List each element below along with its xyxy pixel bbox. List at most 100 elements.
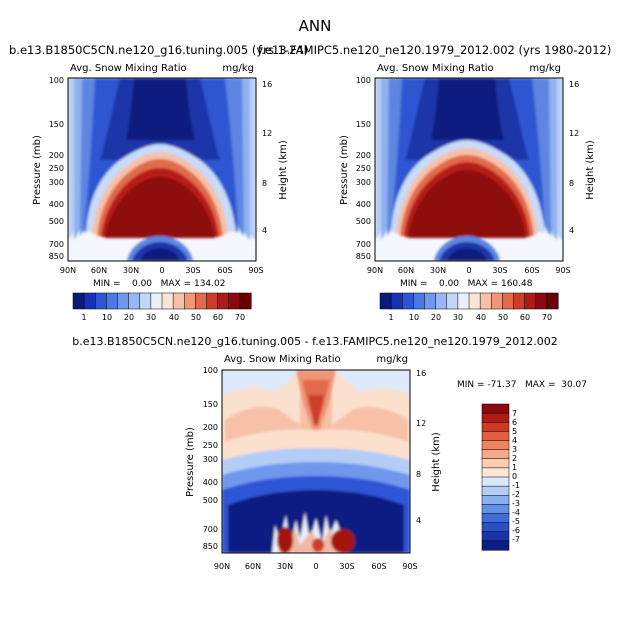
y-tick-label: 700	[49, 240, 64, 249]
colorbar-swatch	[481, 531, 510, 542]
colorbar-swatch	[228, 292, 241, 310]
colorbar-swatch	[481, 431, 510, 442]
panel-3: b.e13.B1850C5CN.ne120_g16.tuning.005 - f…	[72, 335, 587, 571]
colorbar-label: 4	[512, 436, 517, 445]
y-tick-label: 500	[356, 217, 371, 226]
colorbar-swatch	[172, 292, 185, 310]
x-tick-label: 60N	[91, 266, 107, 275]
panel-1-stats: MIN = 0.00 MAX = 134.02	[93, 279, 225, 289]
panel-3-y2-ticks: 16 12 8 4	[416, 369, 426, 525]
panel-1-y-ticks: 100 150 200 250 300 400 500 700 850	[49, 76, 64, 261]
colorbar-swatch	[524, 292, 537, 310]
panel-1-units: mg/kg	[222, 63, 254, 74]
colorbar-swatch	[435, 292, 448, 310]
panel-3-y2label: Height (km)	[431, 432, 442, 492]
x-tick-label: 30S	[492, 266, 507, 275]
y-tick-label: 500	[203, 496, 218, 505]
colorbar-swatch	[513, 292, 526, 310]
y-tick-label: 400	[203, 478, 218, 487]
panel-3-variable-label: Avg. Snow Mixing Ratio	[224, 354, 341, 365]
colorbar-swatch	[72, 292, 85, 310]
y2-tick-label: 16	[262, 80, 272, 89]
panel-1-y2label: Height (km)	[278, 140, 289, 200]
colorbar-label: 10	[102, 313, 112, 322]
colorbar-swatch	[83, 292, 96, 310]
colorbar-swatch	[481, 422, 510, 432]
colorbar-swatch	[481, 467, 510, 478]
colorbar-label: 20	[431, 313, 441, 322]
y-tick-label: 300	[49, 178, 64, 187]
colorbar-label: 1	[81, 313, 86, 322]
colorbar-swatch	[481, 440, 510, 451]
colorbar-label: 0	[512, 472, 517, 481]
colorbar-swatch	[195, 292, 208, 310]
colorbar-label: 70	[542, 313, 552, 322]
y2-tick-label: 12	[262, 129, 272, 138]
colorbar-swatch	[481, 476, 510, 487]
y2-tick-label: 16	[569, 80, 579, 89]
colorbar-swatch	[481, 522, 510, 533]
y-tick-label: 200	[49, 151, 64, 160]
x-tick-label: 90S	[248, 266, 263, 275]
colorbar-label: -6	[512, 526, 520, 535]
x-tick-label: 30S	[185, 266, 200, 275]
panel-3-ylabel: Pressure (mb)	[185, 427, 196, 497]
y-tick-label: 700	[356, 240, 371, 249]
colorbar-label: 5	[512, 427, 517, 436]
colorbar-swatch	[546, 292, 559, 310]
colorbar-label: 40	[476, 313, 486, 322]
colorbar-swatch	[468, 292, 481, 310]
panel-1-variable-label: Avg. Snow Mixing Ratio	[70, 63, 187, 74]
y-tick-label: 400	[356, 200, 371, 209]
y-tick-label: 200	[203, 423, 218, 432]
colorbar-swatch	[161, 292, 174, 310]
x-tick-label: 60N	[245, 562, 261, 571]
panel-2-y2-ticks: 16 12 8 4	[569, 80, 579, 235]
y-tick-label: 300	[203, 455, 218, 464]
colorbar-label: -2	[512, 490, 520, 499]
colorbar-swatch	[481, 504, 510, 515]
y-tick-label: 700	[203, 525, 218, 534]
panel-2: f.e13.FAMIPC5.ne120_ne120.1979_2012.002 …	[258, 43, 611, 322]
colorbar-swatch	[95, 292, 107, 310]
y2-tick-label: 8	[416, 470, 421, 479]
colorbar-label: 40	[169, 313, 179, 322]
x-tick-label: 90N	[367, 266, 383, 275]
y-tick-label: 100	[203, 366, 218, 375]
panel-1-ylabel: Pressure (mb)	[32, 135, 43, 205]
colorbar-label: 20	[124, 313, 134, 322]
colorbar-swatch	[106, 292, 119, 310]
y2-tick-label: 8	[569, 179, 574, 188]
colorbar-swatch	[206, 292, 219, 310]
colorbar-swatch	[390, 292, 403, 310]
colorbar-swatch	[117, 292, 130, 310]
y-tick-label: 850	[203, 542, 218, 551]
colorbar-swatch	[239, 292, 252, 310]
colorbar-label: -1	[512, 481, 520, 490]
colorbar-swatch	[457, 292, 470, 310]
colorbar-label: 50	[191, 313, 201, 322]
panel-1-colorbar	[72, 292, 252, 310]
panel-3-stats: MIN = -71.37 MAX = 30.07	[457, 380, 587, 390]
colorbar-swatch	[481, 540, 510, 551]
panel-2-y2label: Height (km)	[585, 140, 596, 200]
panel-3-x-ticks: 90N 60N 30N 0 30S 60S 90S	[214, 562, 418, 571]
y-tick-label: 150	[203, 400, 218, 409]
y2-tick-label: 4	[416, 516, 421, 525]
colorbar-label: -7	[512, 535, 520, 544]
colorbar-label: 30	[453, 313, 463, 322]
colorbar-swatch	[413, 292, 426, 310]
y2-tick-label: 4	[262, 226, 267, 235]
x-tick-label: 0	[159, 266, 164, 275]
y-tick-label: 150	[356, 120, 371, 129]
panel-2-y-ticks: 100 150 200 250 300 400 500 700 850	[356, 76, 371, 261]
colorbar-swatch	[128, 292, 141, 310]
panel-2-colorbar-labels: 1 10 20 30 40 50 60 70	[388, 313, 552, 322]
x-tick-label: 30N	[123, 266, 139, 275]
y-tick-label: 200	[356, 151, 371, 160]
panel-2-field	[375, 78, 563, 261]
colorbar-swatch	[446, 292, 459, 310]
panel-3-title: b.e13.B1850C5CN.ne120_g16.tuning.005 - f…	[72, 335, 557, 348]
figure-title: ANN	[299, 17, 332, 35]
colorbar-label: 1	[512, 463, 517, 472]
